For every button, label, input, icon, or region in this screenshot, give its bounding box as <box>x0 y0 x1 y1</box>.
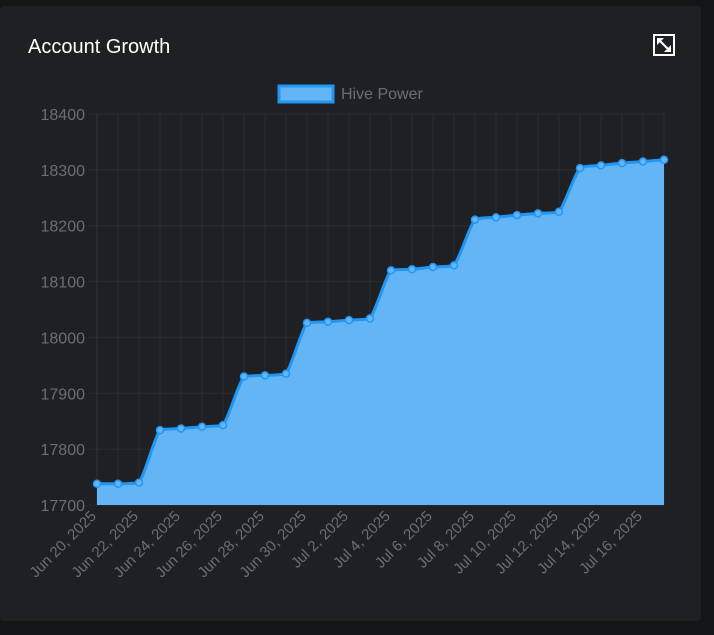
data-point <box>617 158 627 168</box>
data-point <box>239 372 249 381</box>
data-point <box>386 266 396 275</box>
data-point <box>218 420 228 430</box>
data-point <box>638 157 648 166</box>
y-tick-label: 18000 <box>41 330 86 347</box>
data-point <box>659 155 669 165</box>
y-tick-label: 17900 <box>41 386 86 403</box>
y-tick-label: 18400 <box>41 107 86 124</box>
data-point <box>575 163 585 173</box>
data-point <box>596 161 606 170</box>
data-point <box>302 318 312 328</box>
data-point <box>491 213 501 222</box>
data-point <box>113 479 123 489</box>
data-point <box>428 262 438 272</box>
y-tick-label: 18200 <box>41 219 86 236</box>
legend-swatch <box>277 84 335 104</box>
y-tick-label: 18300 <box>41 163 86 180</box>
data-point <box>554 207 564 216</box>
data-point <box>365 314 375 323</box>
data-point <box>281 369 291 378</box>
data-point <box>260 371 270 380</box>
data-point <box>176 424 186 433</box>
data-point <box>155 425 165 435</box>
data-point <box>344 315 354 325</box>
hive-power-area <box>97 159 664 505</box>
data-point <box>197 422 207 432</box>
card-title: Account Growth <box>28 36 171 58</box>
data-point <box>449 261 459 270</box>
hive-power-line <box>97 158 665 486</box>
data-point <box>407 265 417 274</box>
data-point <box>533 209 543 218</box>
data-point <box>134 478 144 487</box>
legend-label: Hive Power <box>341 86 423 103</box>
data-point <box>470 215 480 224</box>
data-point <box>512 210 522 220</box>
expand-icon[interactable] <box>653 34 675 56</box>
y-tick-label: 17800 <box>41 442 86 459</box>
data-point <box>323 317 333 327</box>
data-point <box>92 479 102 489</box>
y-tick-label: 18100 <box>41 275 86 292</box>
y-tick-label: 17700 <box>41 498 86 515</box>
